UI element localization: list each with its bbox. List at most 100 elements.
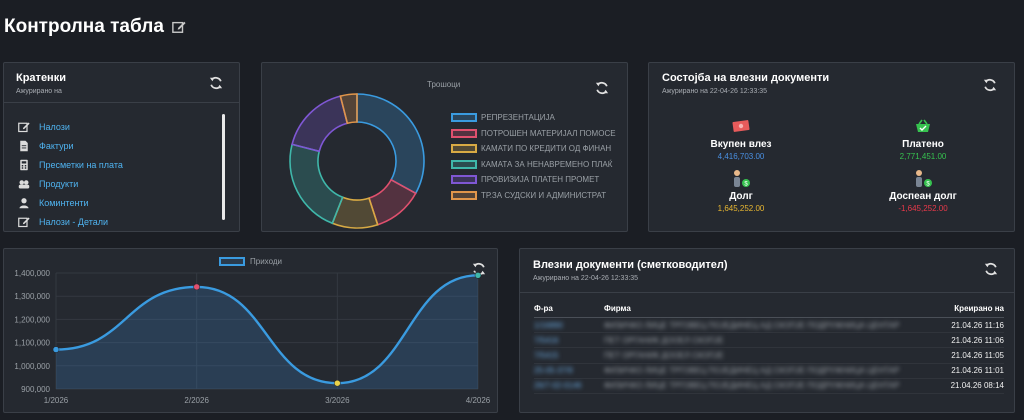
legend-item[interactable]: РЕПРЕЗЕНТАЦИЈА xyxy=(451,110,616,126)
accountant-subtitle: Ажурирано на 22-04-26 12:33:35 xyxy=(533,275,639,282)
incoming-docs-title: Состојба на влезни документи xyxy=(662,72,830,84)
y-tick-label: 900,000 xyxy=(21,385,50,394)
invoice-link[interactable]: 25-05-37/9 xyxy=(534,366,573,376)
x-tick-label: 4/2026 xyxy=(466,396,491,405)
refresh-icon[interactable] xyxy=(595,81,609,95)
legend-swatch xyxy=(219,257,245,266)
calculator-icon xyxy=(20,159,28,170)
shortcut-presmetki[interactable]: Пресметки на плата xyxy=(18,155,123,174)
table-row[interactable]: 7/5416 ПЕТ ОРГАНИК ДООЕЛ СКОПЈЕ 21.04.26… xyxy=(534,333,1004,349)
expenses-legend: РЕПРЕЗЕНТАЦИЈА ПОТРОШЕН МАТЕРИЈАЛ ПОМОСЕ… xyxy=(451,110,616,203)
area-fill xyxy=(56,275,478,389)
firm-name: ФИЗИЧКО ЛИЦЕ ТРГОВЕЦ ПОЈЕДИНЕЦ АД СКОПЈЕ… xyxy=(604,366,900,376)
basket-icon xyxy=(916,119,930,132)
legend-swatch xyxy=(451,113,477,123)
shortcuts-panel: Кратенки Ажурирано на Налози Фактури Пре… xyxy=(3,62,240,232)
invoice-link[interactable]: 7/5415 xyxy=(534,350,559,360)
accountant-table: Ф-ра Фирма Креирано на 1/16890 ФИЗИЧКО Л… xyxy=(534,304,1004,394)
firm-name: ФИЗИЧКО ЛИЦЕ ТРГОВЕЦ ПОЈЕДИНЕЦ АД СКОПЈЕ… xyxy=(604,320,900,330)
data-point[interactable] xyxy=(334,379,341,387)
refresh-icon[interactable] xyxy=(983,78,997,92)
table-header: Ф-ра Фирма Креирано на xyxy=(534,304,1004,318)
pie-slice[interactable] xyxy=(289,143,344,225)
shortcut-fakturi[interactable]: Фактури xyxy=(18,136,123,155)
legend-swatch xyxy=(451,159,477,169)
created-date: 21.04.26 08:14 xyxy=(950,381,1004,391)
created-date: 21.04.26 11:06 xyxy=(951,335,1004,345)
x-tick-label: 1/2026 xyxy=(44,396,69,405)
divider xyxy=(520,292,1014,293)
firm-name: ПЕТ ОРГАНИК ДООЕЛ СКОПЈЕ xyxy=(604,335,724,345)
col-firm[interactable]: Фирма xyxy=(604,304,631,313)
invoice-link[interactable]: 1/16890 xyxy=(534,320,563,330)
expenses-chart-title: Трошоци xyxy=(427,80,461,89)
stat-due-debt: Доспеан долг -1,645,252.00 xyxy=(889,191,957,213)
data-point[interactable] xyxy=(52,346,60,353)
table-row[interactable]: 25-05-37/9 ФИЗИЧКО ЛИЦЕ ТРГОВЕЦ ПОЈЕДИНЕ… xyxy=(534,364,1004,379)
incoming-docs-subtitle: Ажурирано на 22-04-26 12:33:35 xyxy=(662,88,768,95)
refresh-icon[interactable] xyxy=(209,76,223,90)
pie-slice[interactable] xyxy=(291,95,349,153)
divider xyxy=(4,102,239,103)
edit-icon xyxy=(18,217,30,227)
scrollbar[interactable] xyxy=(222,114,225,220)
revenue-chart-panel: Приходи 900,000 1,000,000 1,100,000 1,200,0… xyxy=(3,248,498,413)
legend-swatch xyxy=(451,190,477,200)
y-tick-label: 1,300,000 xyxy=(14,292,50,301)
revenue-legend[interactable]: Приходи xyxy=(219,257,282,266)
accountant-docs-panel: Влезни документи (сметководител) Ажурира… xyxy=(519,248,1015,413)
legend-swatch xyxy=(451,128,477,138)
stat-debt: Долг 1,645,252.00 xyxy=(717,191,765,213)
table-row[interactable]: 7/5415 ПЕТ ОРГАНИК ДООЕЛ СКОПЈЕ 21.04.26… xyxy=(534,348,1004,364)
legend-swatch xyxy=(451,144,477,154)
shortcut-nalozi[interactable]: Налози xyxy=(18,117,123,136)
legend-item[interactable]: КАМАТИ ПО КРЕДИТИ ОД ФИНАН xyxy=(451,141,616,157)
pie-slice[interactable] xyxy=(356,93,425,195)
created-date: 21.04.26 11:05 xyxy=(951,350,1004,360)
x-tick-label: 2/2026 xyxy=(184,396,209,405)
data-point[interactable] xyxy=(474,272,482,279)
y-tick-label: 1,000,000 xyxy=(14,362,50,371)
table-row[interactable]: 26/7-02-0146 ФИЗИЧКО ЛИЦЕ ТРГОВЕЦ ПОЈЕДИ… xyxy=(534,379,1004,394)
y-tick-label: 1,200,000 xyxy=(14,315,50,324)
expenses-donut-chart xyxy=(289,93,425,229)
invoice-link[interactable]: 7/5416 xyxy=(534,335,559,345)
legend-item[interactable]: ТР.ЗА СУДСКИ И АДМИНИСТРАТ xyxy=(451,188,616,204)
firm-name: ФИЗИЧКО ЛИЦЕ ТРГОВЕЦ ПОЈЕДИНЕЦ АД СКОПЈЕ… xyxy=(604,381,900,391)
pie-slice[interactable] xyxy=(339,93,358,125)
shortcut-produkti[interactable]: Продукти xyxy=(18,174,123,193)
shortcuts-title: Кратенки xyxy=(16,72,66,84)
user-icon xyxy=(19,197,29,208)
invoice-link[interactable]: 26/7-02-0146 xyxy=(534,381,582,391)
shortcuts-list: Налози Фактури Пресметки на плата Продук… xyxy=(18,117,123,231)
y-tick-label: 1,100,000 xyxy=(14,339,50,348)
person-money-icon: $ xyxy=(734,170,750,188)
stat-total: Вкупен влез 4,416,703.00 xyxy=(710,139,772,161)
edit-icon xyxy=(18,122,30,132)
legend-swatch xyxy=(451,175,477,185)
table-row[interactable]: 1/16890 ФИЗИЧКО ЛИЦЕ ТРГОВЕЦ ПОЈЕДИНЕЦ А… xyxy=(534,318,1004,334)
legend-item[interactable]: ПОТРОШЕН МАТЕРИЈАЛ ПОМОСЕ xyxy=(451,126,616,142)
data-point[interactable] xyxy=(193,283,200,291)
legend-item[interactable]: ПРОВИЗИЈА ПЛАТЕН ПРОМЕТ xyxy=(451,172,616,188)
refresh-icon[interactable] xyxy=(984,262,998,276)
shortcut-komintenti[interactable]: Коминтенти xyxy=(18,193,123,212)
legend-item[interactable]: КАМАТА ЗА НЕНАВРЕМЕНО ПЛАЌ xyxy=(451,157,616,173)
edit-icon[interactable] xyxy=(172,20,186,34)
svg-text:$: $ xyxy=(926,182,930,188)
stat-paid: Платено 2,771,451.00 xyxy=(899,139,947,161)
col-created[interactable]: Креирано на xyxy=(954,304,1004,313)
y-tick-label: 1,400,000 xyxy=(14,269,50,278)
incoming-docs-panel: Состојба на влезни документи Ажурирано н… xyxy=(648,62,1015,232)
invoice-icon xyxy=(20,140,28,151)
col-invoice[interactable]: Ф-ра xyxy=(534,304,553,313)
person-money-icon: $ xyxy=(916,170,932,188)
x-tick-label: 3/2026 xyxy=(325,396,350,405)
products-icon xyxy=(18,179,30,188)
created-date: 21.04.26 11:01 xyxy=(951,366,1004,376)
shortcut-nalozi-detali[interactable]: Налози - Детали xyxy=(18,212,123,231)
revenue-area-chart: 900,000 1,000,000 1,100,000 1,200,000 1,300,… xyxy=(14,269,491,405)
svg-text:$: $ xyxy=(744,182,748,188)
shortcuts-subtitle: Ажурирано на xyxy=(16,88,62,95)
series-line xyxy=(55,274,479,385)
